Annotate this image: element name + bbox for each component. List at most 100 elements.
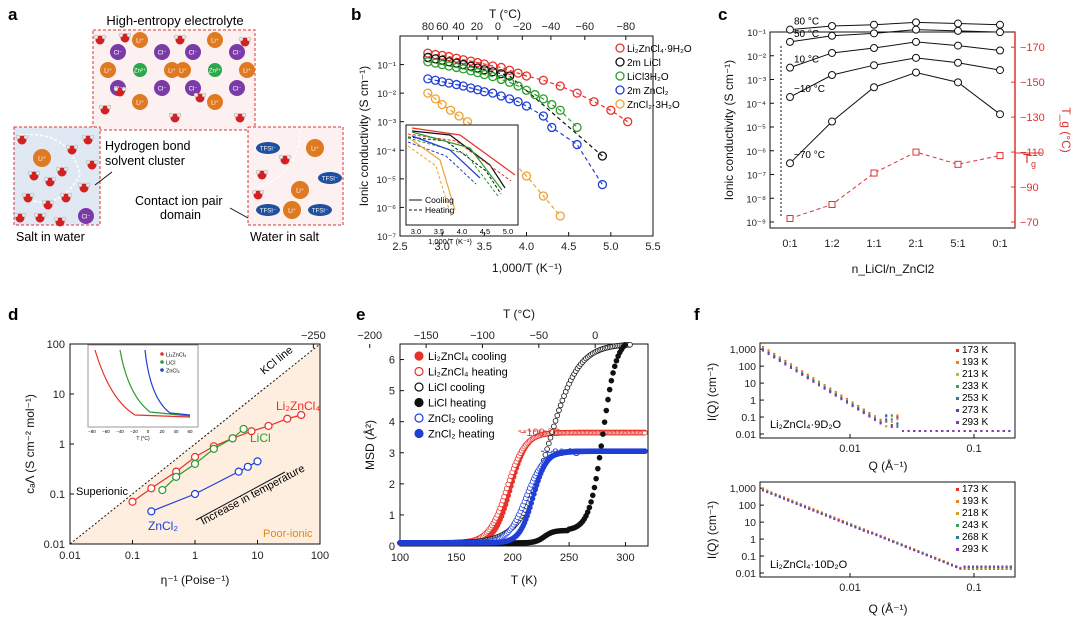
- b-point: [513, 81, 523, 91]
- c-y-tick-label-right: −90: [1020, 182, 1039, 194]
- e-y-tick-label: 5: [389, 386, 395, 398]
- e-point: [554, 412, 561, 419]
- f-top-point: [958, 430, 960, 432]
- f-legend-label: 253 K: [962, 393, 988, 404]
- li-ion: [239, 62, 255, 78]
- f-bottom-point: [867, 531, 869, 534]
- e-x-label: T (K): [511, 573, 537, 587]
- f-top-point: [874, 419, 876, 422]
- f-bottom-point: [984, 565, 987, 568]
- f-top-point: [896, 418, 899, 421]
- water-hydrogen: [27, 170, 33, 176]
- e-legend-marker: [414, 397, 424, 408]
- tfsi-ion-label: TFSI⁻: [322, 177, 338, 183]
- f-bottom-point: [883, 537, 886, 540]
- li-ion-label: Li⁺: [136, 38, 144, 45]
- li-ion: [306, 139, 324, 157]
- cl-ion: [229, 44, 245, 60]
- f-top-point: [930, 430, 932, 432]
- c-y-tick-label: 10⁻⁹: [746, 218, 766, 229]
- b-y-tick-label: 10⁻¹: [377, 61, 396, 72]
- water-hydrogen: [193, 92, 199, 98]
- b-point: [521, 71, 532, 81]
- f-top-point: [890, 420, 893, 423]
- e-plot-frame: [399, 343, 649, 547]
- f-top-y-label: I(Q) (cm⁻¹): [705, 363, 719, 421]
- f-bottom-point: [812, 509, 815, 512]
- b-point: [555, 211, 565, 221]
- f-top-point: [896, 415, 899, 418]
- e-point: [606, 386, 613, 393]
- e-legend: Li₂ZnCl₄ cooling Li₂ZnCl₄ heating LiCl coo…: [414, 351, 508, 441]
- f-top-point: [974, 430, 977, 432]
- d-inset-legend-marker: [160, 360, 164, 364]
- f-bottom-point: [913, 549, 916, 552]
- e-top-tick-label: −150: [414, 330, 439, 342]
- li-ion: [132, 94, 148, 110]
- water-hydrogen: [121, 86, 127, 92]
- b-y-tick-label: 10⁻⁵: [376, 175, 396, 186]
- f-bottom-point: [967, 565, 970, 568]
- li-ion-label: Li⁺: [243, 68, 251, 75]
- hb-label-1: Hydrogen bond: [105, 139, 191, 153]
- f-y-tick-label: 0.01: [736, 568, 757, 580]
- b-inset-cooling-curve: [411, 139, 456, 211]
- d-increase-arrow: [195, 471, 286, 521]
- c-temp-label: 50 °C: [794, 29, 819, 40]
- f-top-point: [857, 408, 860, 411]
- e-point: [613, 357, 620, 364]
- c-point: [996, 46, 1004, 55]
- cl-ion-label: Cl⁻: [158, 51, 167, 57]
- b-point: [437, 59, 447, 70]
- li-ion-label: Li⁺: [179, 68, 187, 75]
- c-y-tick-label: 10⁻⁷: [747, 171, 767, 182]
- hee-title: High-entropy electrolyte: [106, 13, 243, 28]
- d-licl-label: LiCl: [250, 431, 271, 445]
- d-point: [190, 452, 200, 462]
- b-point: [589, 97, 599, 107]
- e-point: [600, 431, 606, 437]
- water-hydrogen: [238, 36, 244, 42]
- panel-letter-f: f: [694, 305, 700, 324]
- water-hydrogen: [246, 36, 252, 42]
- c-point: [996, 28, 1004, 37]
- b-inset-tick-label: 5.0: [503, 227, 513, 236]
- water-hydrogen: [43, 176, 49, 182]
- c-y-label-right: T_g (°C): [1059, 107, 1073, 152]
- salt-in-water-ions: Li⁺ Cl⁻: [13, 133, 99, 227]
- b-top-tick-label: −80: [616, 21, 635, 33]
- c-point: [786, 63, 794, 72]
- b-point: [437, 77, 447, 87]
- b-point: [538, 191, 549, 201]
- e-point: [610, 370, 616, 376]
- cl-ion-label: Cl⁻: [189, 87, 198, 93]
- water-hydrogen: [59, 192, 65, 198]
- b-top-tick-label: −40: [542, 21, 561, 33]
- c-point: [786, 159, 794, 168]
- e-x-tick-label: 300: [616, 552, 634, 564]
- f-legend-marker: [956, 397, 959, 400]
- e-x-tick-label: 100: [391, 552, 409, 564]
- b-legend-label: LiCl3H₂O: [627, 72, 669, 83]
- tfsi-ion: [256, 204, 280, 216]
- f-bottom-y-label: I(Q) (cm⁻¹): [705, 501, 719, 559]
- d-point: [158, 485, 167, 495]
- f-ticks: 0.01 0.1 1 10 100 1,000 0.01 0.1 0.01 0.1 1 10 100 1,…: [730, 344, 982, 594]
- c-y-label: Ionic conductivity (S cm⁻¹): [722, 60, 736, 200]
- f-legend-label: 293 K: [962, 544, 988, 555]
- d-y-tick-label: 0.1: [50, 489, 65, 501]
- d-point: [209, 444, 218, 453]
- f-bottom-sample: Li₂ZnCl₄·10D₂O: [770, 559, 848, 571]
- li-ion: [291, 181, 309, 199]
- c-point: [870, 83, 878, 92]
- cip-label-1: Contact ion pair: [135, 194, 223, 208]
- f-legend-marker: [956, 361, 959, 364]
- li-ion-label: Li⁺: [136, 100, 144, 107]
- c-line: [789, 21, 1001, 31]
- c-point: [870, 61, 878, 70]
- f-bottom-point: [787, 499, 790, 502]
- water-hydrogen: [89, 134, 95, 140]
- f-bottom-point: [934, 557, 937, 560]
- f-legend-marker: [956, 385, 959, 388]
